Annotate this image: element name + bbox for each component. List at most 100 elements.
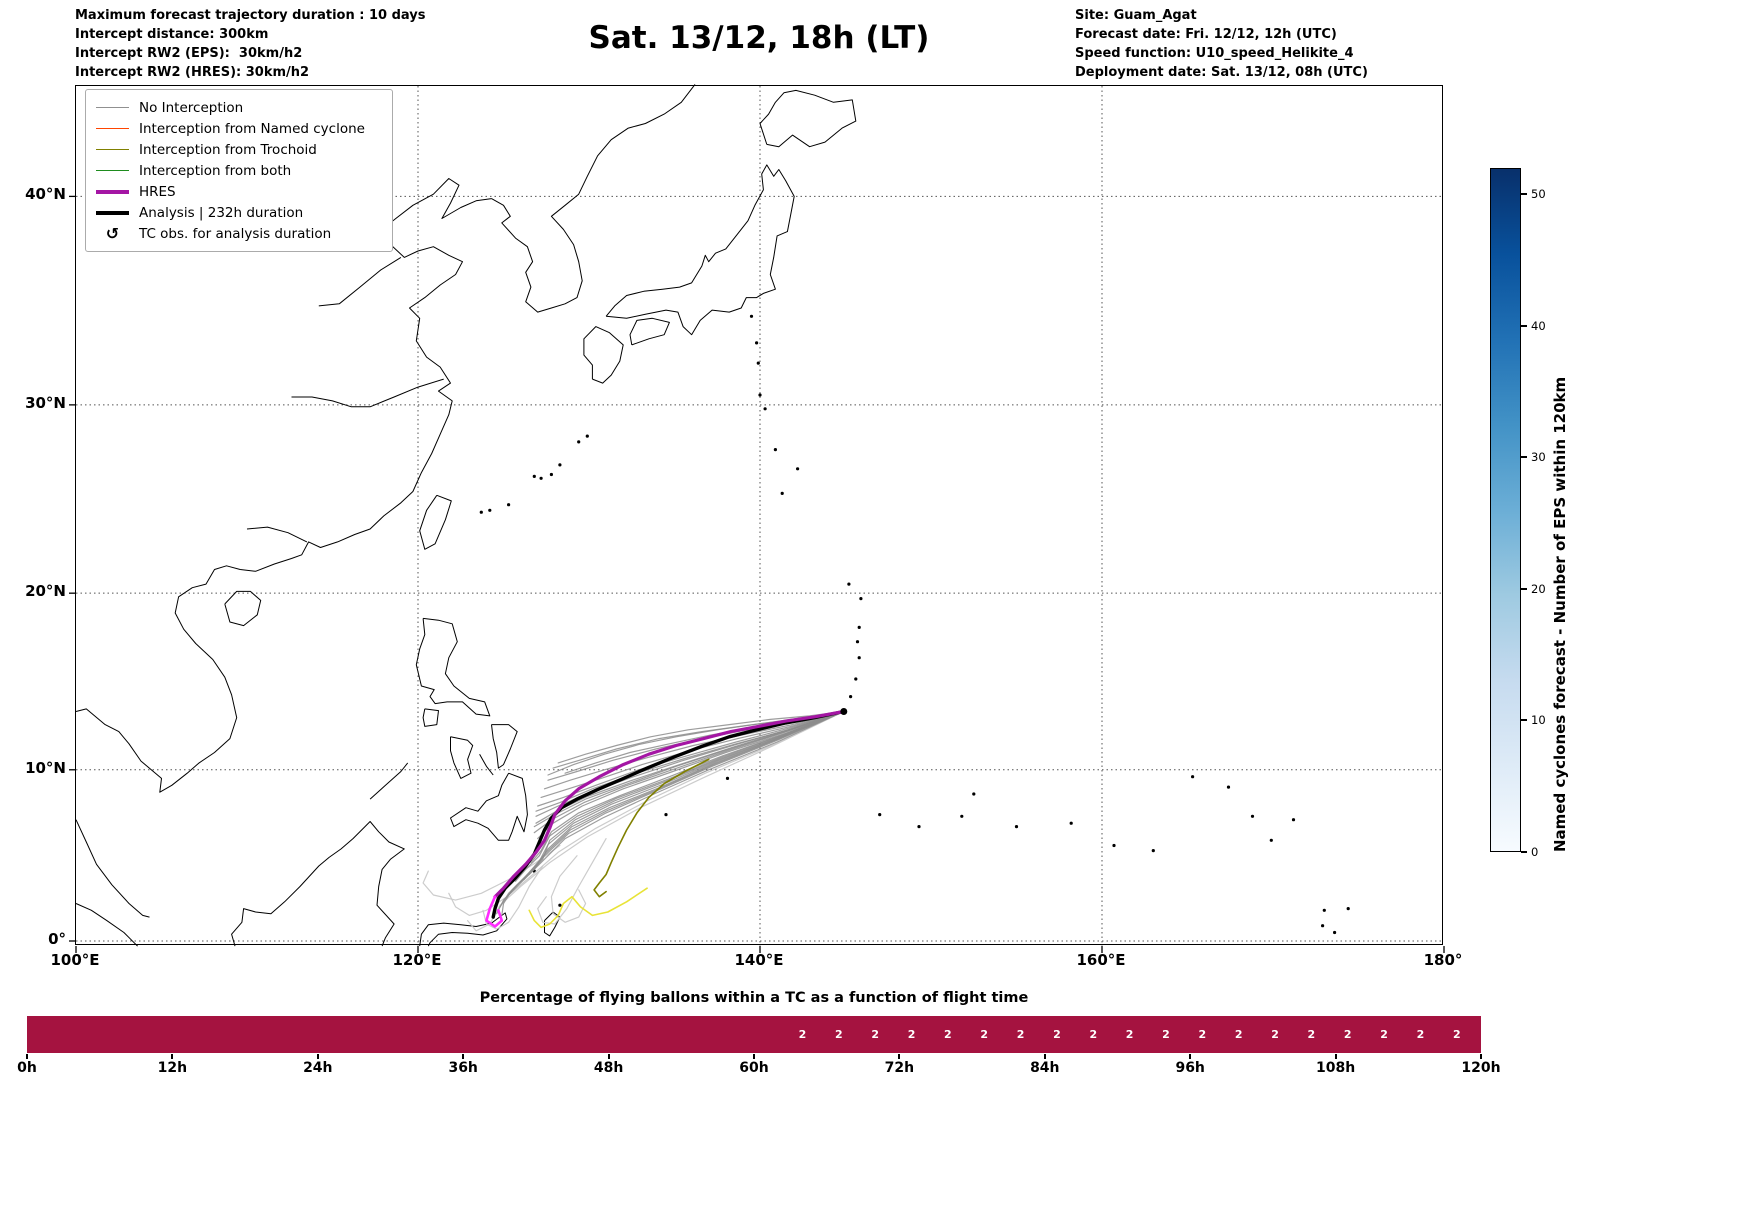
bar-tick-label: 84h (1030, 1060, 1060, 1076)
bar-tickmark (316, 1054, 319, 1059)
trajectory-hres (493, 709, 846, 899)
colorbar-tickmark (1521, 587, 1527, 590)
hres-end-trajectories (485, 895, 504, 928)
bar-cell-value: 2 (1053, 1028, 1061, 1041)
legend-item-0: No Interception (96, 97, 382, 118)
bar-cell-value: 2 (1125, 1028, 1134, 1041)
legend-line (96, 106, 129, 109)
site-marker (840, 708, 848, 715)
y-tick-label: 40°N (25, 185, 66, 204)
legend: No Interception Interception from Named c… (85, 89, 393, 252)
bar-tickmark (26, 1054, 28, 1059)
legend-item-label: Interception from Named cyclone (139, 120, 365, 137)
bar-cell-value: 2 (798, 1028, 807, 1041)
colorbar-tick-label: 40 (1531, 318, 1546, 333)
colorbar-tickmark (1521, 719, 1527, 722)
bar-tickmark (1334, 1054, 1337, 1059)
bar-tick-label: 120h (1461, 1060, 1501, 1076)
legend-line-swatch (96, 127, 129, 130)
bar-tickmark (462, 1054, 465, 1059)
bar-cell-value: 2 (871, 1028, 879, 1041)
legend-item-label: Interception from Trochoid (139, 141, 317, 158)
trajectory-eps-faint (422, 844, 561, 901)
figure-title: Sat. 13/12, 18h (LT) (588, 20, 930, 56)
colorbar-label: Named cyclones forecast - Number of EPS … (1551, 376, 1569, 852)
bar-cell-value: 2 (907, 1028, 916, 1041)
legend-line (96, 169, 129, 172)
legend-item-5: Analysis | 232h duration (96, 202, 382, 223)
trajectory-eps (540, 710, 845, 799)
info-left-line: Intercept distance: 300km (75, 27, 269, 42)
trajectory-eps-faint (537, 837, 607, 925)
info-left-line: Maximum forecast trajectory duration : 1… (75, 8, 426, 23)
trajectory-eps (496, 710, 845, 915)
flight-time-bar: 2 2 2 2 2 2 2 2 2 2 2 2 2 2 2 2 2 2 2 (27, 1016, 1481, 1053)
analysis-trajectories (491, 709, 846, 919)
legend-line-swatch (96, 106, 129, 109)
trajectory-trochoid (593, 758, 710, 898)
trajectory-eps-faint (467, 710, 845, 932)
coastlines (75, 84, 857, 947)
trajectory-eps-faint (482, 865, 544, 930)
trajectory-eps (501, 710, 845, 917)
trajectory-eps (514, 710, 845, 882)
legend-item-label: TC obs. for analysis duration (139, 225, 332, 242)
y-tick-label: 0° (48, 930, 66, 948)
bar-cell-value: 2 (1234, 1028, 1243, 1041)
eps-faint-trajectories (422, 710, 845, 932)
trajectory-eps-faint (448, 710, 845, 917)
colorbar-tick-label: 50 (1531, 187, 1546, 202)
y-tick-label: 20°N (25, 582, 66, 601)
trajectory-eps (537, 710, 845, 840)
bar-cell-value: 2 (1380, 1028, 1388, 1041)
bar-tickmark (1480, 1054, 1482, 1059)
legend-item-2: Interception from Trochoid (96, 139, 382, 160)
legend-item-label: Analysis | 232h duration (139, 204, 304, 221)
y-tick-label: 10°N (25, 758, 66, 777)
legend-line (96, 148, 129, 151)
island-dots (479, 314, 1350, 935)
bar-tickmark (1189, 1054, 1192, 1059)
bar-cell-value: 2 (1089, 1028, 1098, 1041)
bar-tick-label: 48h (593, 1060, 624, 1076)
colorbar (1490, 168, 1521, 852)
trajectory-map (69, 84, 1445, 953)
colorbar-tickmark (1521, 851, 1527, 853)
bar-tickmark (171, 1054, 174, 1059)
bar-tickmark (898, 1054, 901, 1059)
bar-cell-value: 2 (834, 1028, 843, 1041)
bar-tickmark (753, 1054, 755, 1059)
legend-item-label: No Interception (139, 99, 244, 116)
y-tick-label: 30°N (25, 393, 66, 412)
bar-tick-label: 24h (303, 1060, 333, 1076)
info-right-line: Speed function: U10_speed_Helikite_4 (1075, 46, 1354, 61)
bar-cell-value: 2 (944, 1028, 952, 1041)
info-right-line: Deployment date: Sat. 13/12, 08h (UTC) (1075, 65, 1368, 80)
bar-cell-value: 2 (1162, 1028, 1170, 1041)
trajectory-eps (533, 710, 845, 834)
bar-tick-label: 12h (157, 1060, 188, 1076)
bar-tick-label: 72h (884, 1060, 915, 1076)
legend-line (96, 210, 129, 215)
legend-line-swatch (96, 148, 129, 151)
trajectory-eps-faint (550, 855, 587, 923)
bar-tick-label: 0h (17, 1060, 37, 1076)
legend-line (96, 189, 129, 194)
x-tick-label: 120°E (392, 951, 442, 969)
tc-obs-icon: ↺ (105, 223, 120, 243)
colorbar-tickmark (1521, 456, 1527, 459)
trajectory-eps (543, 710, 845, 790)
bar-cell-value: 2 (1016, 1028, 1025, 1041)
legend-line-swatch (96, 210, 129, 215)
bar-tick-label: 60h (739, 1060, 769, 1076)
trajectory-analysis (491, 709, 846, 919)
trajectory-yellow (528, 887, 648, 929)
bar-tickmark (1043, 1054, 1046, 1059)
bar-cell-value: 2 (1343, 1028, 1352, 1041)
legend-item-label: Interception from both (139, 162, 292, 179)
bar-cell-value: 2 (1271, 1028, 1279, 1041)
bar-cell-value: 2 (1307, 1028, 1316, 1041)
trajectory-eps (557, 710, 845, 764)
bar-tick-label: 96h (1175, 1060, 1205, 1076)
